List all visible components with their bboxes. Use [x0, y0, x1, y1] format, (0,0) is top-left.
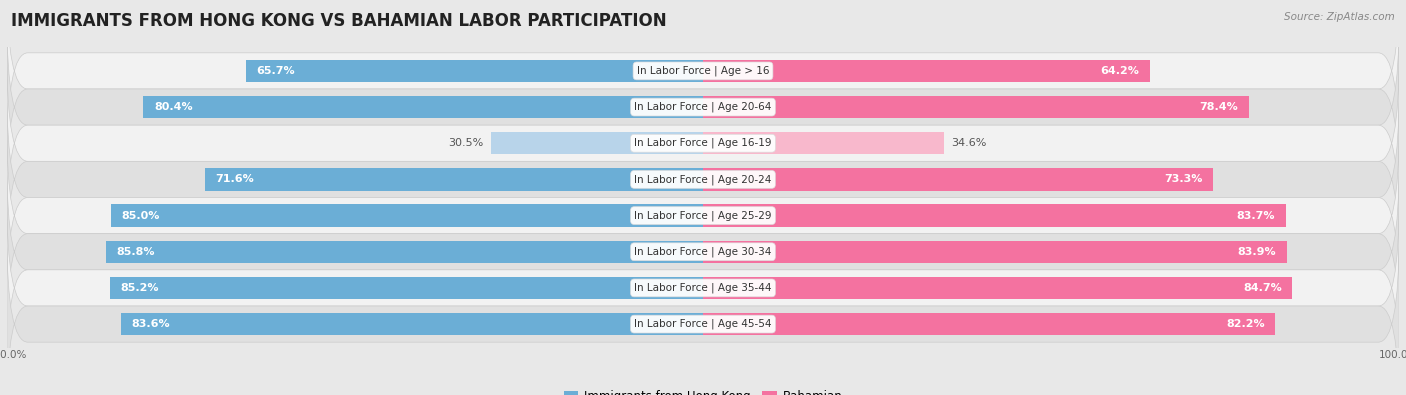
Text: 34.6%: 34.6% [950, 138, 986, 148]
FancyBboxPatch shape [7, 125, 1399, 306]
Bar [143, 96, 703, 118]
FancyBboxPatch shape [7, 89, 1399, 270]
Text: 83.9%: 83.9% [1237, 247, 1277, 257]
Text: 30.5%: 30.5% [449, 138, 484, 148]
Text: 85.8%: 85.8% [117, 247, 155, 257]
Bar [205, 168, 703, 191]
Text: In Labor Force | Age 16-19: In Labor Force | Age 16-19 [634, 138, 772, 149]
FancyBboxPatch shape [7, 17, 1399, 198]
Text: 71.6%: 71.6% [215, 175, 254, 184]
Bar [491, 132, 703, 154]
Bar [246, 60, 703, 82]
Bar [111, 204, 703, 227]
Bar [703, 204, 1285, 227]
Bar [110, 277, 703, 299]
Bar [105, 241, 703, 263]
Text: 80.4%: 80.4% [153, 102, 193, 112]
Bar [703, 168, 1213, 191]
Text: In Labor Force | Age 45-54: In Labor Force | Age 45-54 [634, 319, 772, 329]
Text: 85.2%: 85.2% [121, 283, 159, 293]
Text: 83.7%: 83.7% [1237, 211, 1275, 220]
Text: In Labor Force | Age 20-24: In Labor Force | Age 20-24 [634, 174, 772, 185]
FancyBboxPatch shape [7, 234, 1399, 395]
Text: In Labor Force | Age 30-34: In Labor Force | Age 30-34 [634, 246, 772, 257]
FancyBboxPatch shape [7, 0, 1399, 161]
Text: IMMIGRANTS FROM HONG KONG VS BAHAMIAN LABOR PARTICIPATION: IMMIGRANTS FROM HONG KONG VS BAHAMIAN LA… [11, 12, 666, 30]
Bar [121, 313, 703, 335]
Text: In Labor Force | Age > 16: In Labor Force | Age > 16 [637, 66, 769, 76]
Text: 64.2%: 64.2% [1101, 66, 1139, 76]
Text: 85.0%: 85.0% [122, 211, 160, 220]
Legend: Immigrants from Hong Kong, Bahamian: Immigrants from Hong Kong, Bahamian [560, 385, 846, 395]
FancyBboxPatch shape [7, 161, 1399, 342]
Text: 84.7%: 84.7% [1243, 283, 1282, 293]
Text: In Labor Force | Age 25-29: In Labor Force | Age 25-29 [634, 210, 772, 221]
Text: In Labor Force | Age 20-64: In Labor Force | Age 20-64 [634, 102, 772, 112]
Bar [703, 132, 943, 154]
Bar [703, 277, 1292, 299]
Bar [703, 96, 1249, 118]
Text: 73.3%: 73.3% [1164, 175, 1202, 184]
Text: In Labor Force | Age 35-44: In Labor Force | Age 35-44 [634, 283, 772, 293]
FancyBboxPatch shape [7, 53, 1399, 234]
Text: 78.4%: 78.4% [1199, 102, 1239, 112]
Text: 65.7%: 65.7% [256, 66, 295, 76]
Text: 82.2%: 82.2% [1226, 319, 1264, 329]
Text: Source: ZipAtlas.com: Source: ZipAtlas.com [1284, 12, 1395, 22]
Bar [703, 313, 1275, 335]
FancyBboxPatch shape [7, 198, 1399, 378]
Text: 83.6%: 83.6% [132, 319, 170, 329]
Bar [703, 241, 1286, 263]
Bar [703, 60, 1150, 82]
